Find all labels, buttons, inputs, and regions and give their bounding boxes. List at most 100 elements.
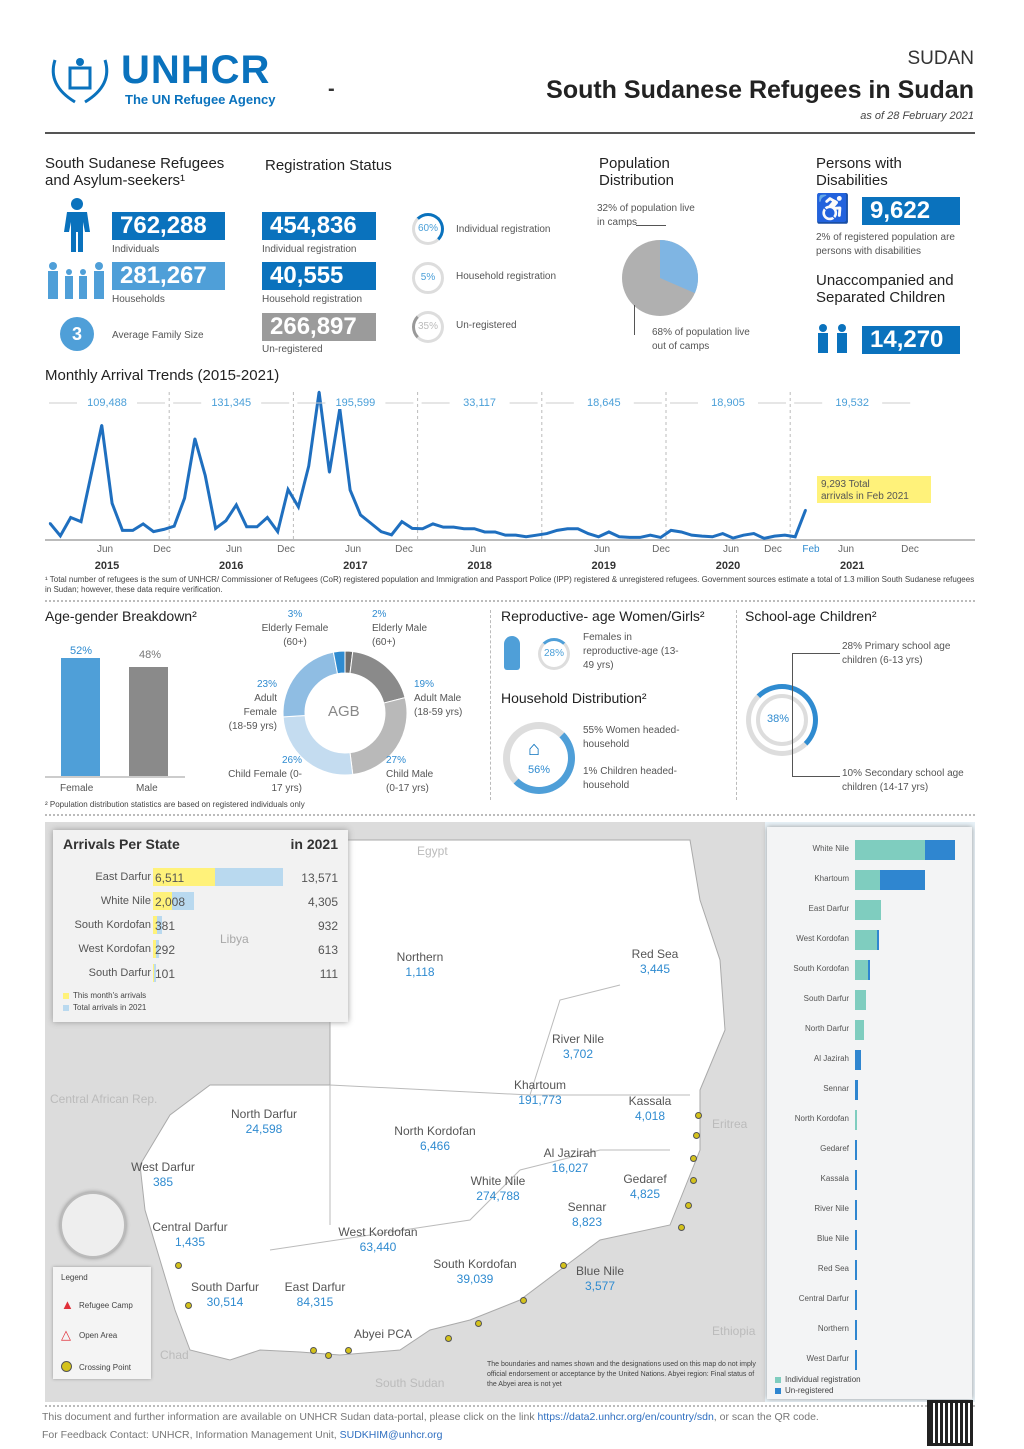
state-name: South Darfur xyxy=(190,1280,260,1294)
children-icon xyxy=(818,324,847,353)
bar-individual xyxy=(855,930,877,950)
data-point xyxy=(224,519,228,522)
data-point xyxy=(587,532,590,535)
data-point xyxy=(524,535,528,538)
elderly-male-pct: 2% xyxy=(372,609,387,620)
data-point xyxy=(245,525,248,529)
legend-swatch-unreg xyxy=(775,1388,781,1394)
reproductive-title: Reproductive- age Women/Girls² xyxy=(501,608,705,624)
adult-female-text: Adult Female (18-59 yrs) xyxy=(228,693,277,732)
bar-unregistered xyxy=(924,840,955,860)
crossing-point-marker xyxy=(175,1262,182,1269)
state-bar-label: River Nile xyxy=(814,1204,849,1213)
map-state-label: North Kordofan 6,466 xyxy=(394,1124,475,1154)
bar-unregistered xyxy=(855,1170,857,1190)
disabilities-title: Persons with Disabilities xyxy=(816,155,902,189)
year-label: 2017 xyxy=(343,560,367,572)
data-point xyxy=(48,522,52,525)
bar-unregistered xyxy=(855,1320,857,1340)
x-tick-label: Feb xyxy=(802,544,820,555)
bar-individual xyxy=(855,1020,864,1040)
donut-segment xyxy=(349,650,406,704)
state-value: 3,445 xyxy=(639,962,671,976)
state-name: Kassala xyxy=(628,1094,672,1108)
data-point xyxy=(307,464,310,468)
map-state-label: West Darfur 385 xyxy=(131,1160,195,1190)
state-name: Central Darfur xyxy=(152,1220,228,1234)
state-bar-label: Central Darfur xyxy=(798,1294,849,1303)
data-point xyxy=(369,522,373,525)
monthly-arrivals-chart: 109,488 2015 131,345 2016 195,599 2017 33,117 2… xyxy=(45,390,975,572)
male-bar xyxy=(129,667,168,776)
uasc-value: 14,270 xyxy=(862,326,960,354)
year-total-label: 109,488 xyxy=(87,397,127,409)
state-bar-label: Northern xyxy=(817,1324,849,1333)
data-point xyxy=(255,525,259,529)
refugee-camp-icon: ▲ xyxy=(61,1297,74,1312)
country-libya: Libya xyxy=(220,932,249,946)
x-tick-label: Dec xyxy=(277,544,295,555)
reg-unregistered-value: 266,897 xyxy=(262,313,376,341)
unhcr-logo: UNHCR The UN Refugee Agency xyxy=(45,48,295,110)
household-pct: 56% xyxy=(528,764,551,776)
age-gender-title: Age-gender Breakdown² xyxy=(45,608,197,624)
data-point xyxy=(794,535,797,538)
primary-school-label: 28% Primary school age children (6-13 yr… xyxy=(842,641,951,666)
state-bar-label: Al Jazirah xyxy=(813,1054,849,1063)
bar-individual xyxy=(855,870,880,890)
year-label: 2020 xyxy=(716,560,740,572)
state-bar-label: South Kordofan xyxy=(793,964,849,973)
female-pct: 52% xyxy=(70,645,93,657)
total-value: 111 xyxy=(319,967,338,981)
data-point xyxy=(69,516,72,519)
legend-title: Legend xyxy=(61,1273,88,1282)
child-male-text: Child Male (0-17 yrs) xyxy=(386,769,434,794)
year-total-bg xyxy=(201,395,262,409)
state-bar-label: Sennar xyxy=(823,1084,849,1093)
crossing-point-marker xyxy=(310,1347,317,1354)
adult-male-label: 19% Adult Male (18-59 yrs) xyxy=(414,678,466,720)
crossing-point-marker xyxy=(560,1262,567,1269)
feedback-email-link[interactable]: SUDKHIM@unhcr.org xyxy=(339,1429,443,1441)
x-tick-label: Dec xyxy=(652,544,670,555)
wheelchair-icon: ♿ xyxy=(815,193,850,224)
data-point xyxy=(680,530,683,534)
footer-line-2: For Feedback Contact: UNHCR, Information… xyxy=(42,1429,442,1441)
data-point xyxy=(90,472,93,475)
total-value: 4,305 xyxy=(307,895,338,909)
country-egypt: Egypt xyxy=(417,844,448,858)
state-bar-label: Blue Nile xyxy=(816,1234,849,1243)
legend-month: This month's arrivals xyxy=(73,991,147,1000)
data-point xyxy=(504,533,507,537)
state-bar-label: Kassala xyxy=(820,1174,849,1183)
map-state-label: Gedaref 4,825 xyxy=(623,1172,666,1202)
data-point xyxy=(566,527,569,530)
state-value: 1,118 xyxy=(405,965,435,979)
arrivals-state: South Kordofan xyxy=(74,919,151,931)
data-point xyxy=(628,536,631,539)
data-point xyxy=(711,535,714,538)
data-point xyxy=(204,474,207,477)
reg-household-label: Household registration xyxy=(262,294,363,305)
data-point xyxy=(141,522,145,526)
reg-individual-pct-label: Individual registration xyxy=(456,224,551,235)
state-bar-label: North Darfur xyxy=(804,1024,849,1033)
reg-unregistered-pct: 35% xyxy=(412,311,444,343)
data-point xyxy=(400,520,404,523)
bar-unregistered xyxy=(879,870,925,890)
footnote-1: ¹ Total number of refugees is the sum of… xyxy=(45,575,975,594)
map-state-label: Al Jazirah 16,027 xyxy=(544,1146,597,1176)
bar-unregistered xyxy=(855,1080,859,1100)
qr-code[interactable] xyxy=(927,1400,973,1446)
state-name: Red Sea xyxy=(631,947,679,961)
family-size-label: Average Family Size xyxy=(112,330,204,341)
state-bar-label: South Darfur xyxy=(803,994,849,1003)
chart-title: Monthly Arrival Trends (2015-2021) xyxy=(45,367,280,384)
data-point xyxy=(431,522,435,526)
out-camps-text: 68% of population live out of camps xyxy=(652,327,750,352)
data-point xyxy=(669,529,673,532)
year-total-label: 131,345 xyxy=(211,397,251,409)
data-portal-link[interactable]: https://data2.unhcr.org/en/country/sdn xyxy=(537,1411,714,1423)
state-name: North Darfur xyxy=(230,1107,298,1121)
data-point xyxy=(317,390,321,394)
